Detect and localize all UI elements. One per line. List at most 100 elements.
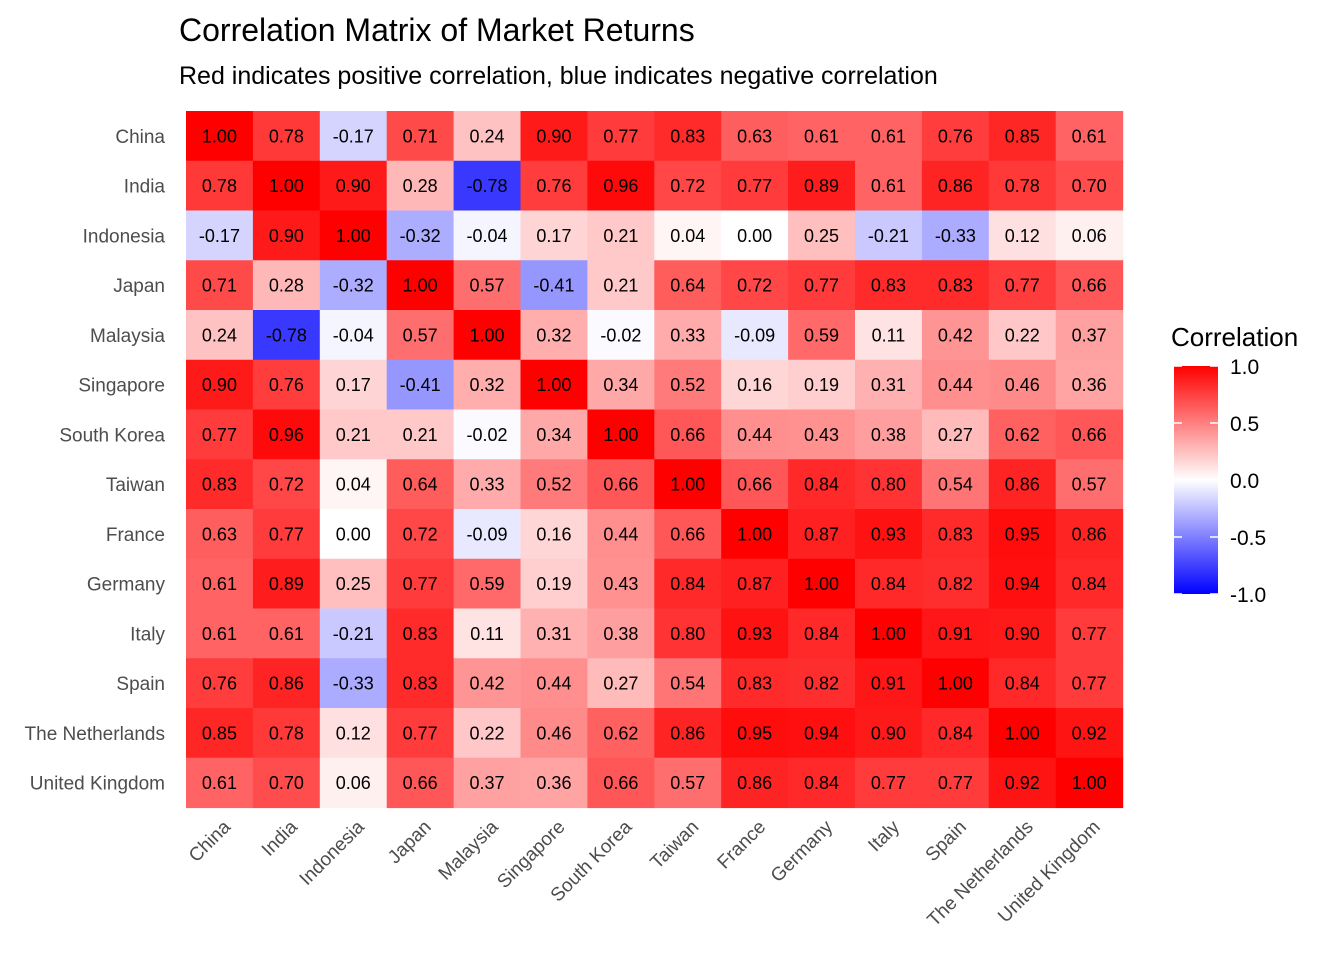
cell-value-label: 0.61 (1072, 126, 1107, 146)
heatmap-cell (988, 260, 1057, 311)
heatmap-cell (252, 558, 321, 610)
cell-value-label: 0.86 (1072, 524, 1107, 544)
heatmap-cell (252, 757, 321, 809)
cell-value-label: 0.57 (1072, 475, 1107, 495)
cell-value-label: 0.83 (670, 126, 705, 146)
heatmap-cell (587, 459, 655, 510)
heatmap-cell (587, 210, 655, 261)
heatmap-cell (453, 558, 522, 610)
cell-value-label: 0.89 (804, 176, 839, 196)
cell-value-label: -0.33 (333, 674, 374, 694)
legend-tick-label: 1.0 (1230, 356, 1259, 379)
heatmap-cell (587, 708, 655, 759)
cell-value-label: 0.25 (336, 574, 371, 594)
cell-value-label: 0.61 (871, 176, 906, 196)
cell-value-label: 0.76 (202, 674, 237, 694)
cell-value-label: 0.66 (670, 524, 705, 544)
cell-value-label: 1.00 (202, 126, 237, 146)
heatmap-cell (788, 608, 856, 659)
heatmap-cell (386, 409, 455, 460)
heatmap-cell (186, 111, 254, 162)
cell-value-label: 1.00 (269, 176, 304, 196)
heatmap-cell (386, 160, 455, 212)
heatmap-cell (921, 409, 990, 460)
heatmap-cell (587, 608, 655, 659)
heatmap-cell (186, 608, 254, 659)
cell-value-label: 0.61 (871, 126, 906, 146)
heatmap-cell (386, 509, 455, 560)
heatmap-cell (587, 509, 655, 560)
cell-value-label: 0.22 (1005, 325, 1040, 345)
cell-value-label: 0.91 (938, 624, 973, 644)
cell-value-label: 0.04 (670, 226, 705, 246)
heatmap-cell (788, 409, 856, 460)
heatmap-cell (654, 160, 722, 212)
cell-value-label: 0.61 (202, 574, 237, 594)
y-axis-labels: China India Indonesia Japan Malaysia Singapor… (25, 127, 166, 795)
cell-value-label: 0.95 (1005, 524, 1040, 544)
cell-value-label: 0.72 (269, 475, 304, 495)
cell-value-label: 0.85 (1005, 126, 1040, 146)
y-tick-label: South Korea (59, 425, 165, 446)
cell-value-label: 0.42 (938, 325, 973, 345)
heatmap-cell (252, 409, 321, 460)
cell-value-label: 0.83 (938, 524, 973, 544)
cell-value-label: 0.66 (670, 425, 705, 445)
heatmap-cell (1055, 708, 1124, 759)
y-tick-label: Italy (130, 624, 165, 645)
heatmap-cell (186, 509, 254, 560)
cell-value-label: 0.24 (202, 325, 237, 345)
cell-value-label: 0.83 (938, 276, 973, 296)
heatmap-cell (921, 658, 990, 709)
cell-value-label: 0.31 (871, 375, 906, 395)
cell-value-label: 0.77 (737, 176, 772, 196)
heatmap-cell (855, 708, 923, 759)
y-tick-label: India (124, 177, 166, 198)
heatmap-cell (252, 210, 321, 261)
heatmap-cell (721, 160, 789, 212)
heatmap-cell (788, 658, 856, 709)
heatmap-cell (988, 160, 1057, 212)
cell-value-label: 0.76 (536, 176, 571, 196)
cell-value-label: 0.86 (737, 773, 772, 793)
heatmap-cell (186, 359, 254, 411)
heatmap-cell (252, 260, 321, 311)
cell-value-label: 0.77 (804, 276, 839, 296)
heatmap-cell (855, 260, 923, 311)
heatmap-cell (186, 558, 254, 610)
cell-value-label: 0.11 (872, 325, 906, 345)
cell-value-label: 0.84 (1005, 674, 1040, 694)
heatmap-cell (654, 658, 722, 709)
heatmap-cell (453, 757, 522, 809)
heatmap-cell (921, 509, 990, 560)
cell-value-label: 0.12 (336, 723, 371, 743)
heatmap-cell-labels: 1.00 0.78 -0.17 0.71 0.24 0.90 0.77 0.83 0.63 0.6… (199, 126, 1107, 793)
heatmap-cell (386, 608, 455, 659)
heatmap-cell (252, 111, 321, 162)
heatmap-cell (654, 459, 722, 510)
cell-value-label: 0.78 (269, 126, 304, 146)
heatmap-cell (1055, 757, 1124, 809)
heatmap-cell (252, 160, 321, 212)
cell-value-label: 0.84 (804, 773, 839, 793)
heatmap-cell (1055, 310, 1124, 361)
cell-value-label: 0.91 (871, 674, 906, 694)
heatmap-cell (453, 459, 522, 510)
y-tick-label: Indonesia (83, 226, 166, 247)
cell-value-label: 0.70 (269, 773, 304, 793)
cell-value-label: 0.34 (536, 425, 571, 445)
heatmap-cell (654, 409, 722, 460)
cell-value-label: 0.43 (804, 425, 839, 445)
y-tick-label: Singapore (78, 376, 165, 397)
heatmap-cell (520, 459, 588, 510)
heatmap-cell (186, 210, 254, 261)
heatmap-cell (186, 409, 254, 460)
heatmap-cell (921, 359, 990, 411)
heatmap-cell (453, 359, 522, 411)
y-tick-label: The Netherlands (25, 724, 165, 745)
cell-value-label: 0.93 (737, 624, 772, 644)
cell-value-label: 1.00 (1005, 723, 1040, 743)
cell-value-label: 0.27 (603, 674, 638, 694)
heatmap-cell (587, 111, 655, 162)
cell-value-label: 0.64 (670, 276, 705, 296)
